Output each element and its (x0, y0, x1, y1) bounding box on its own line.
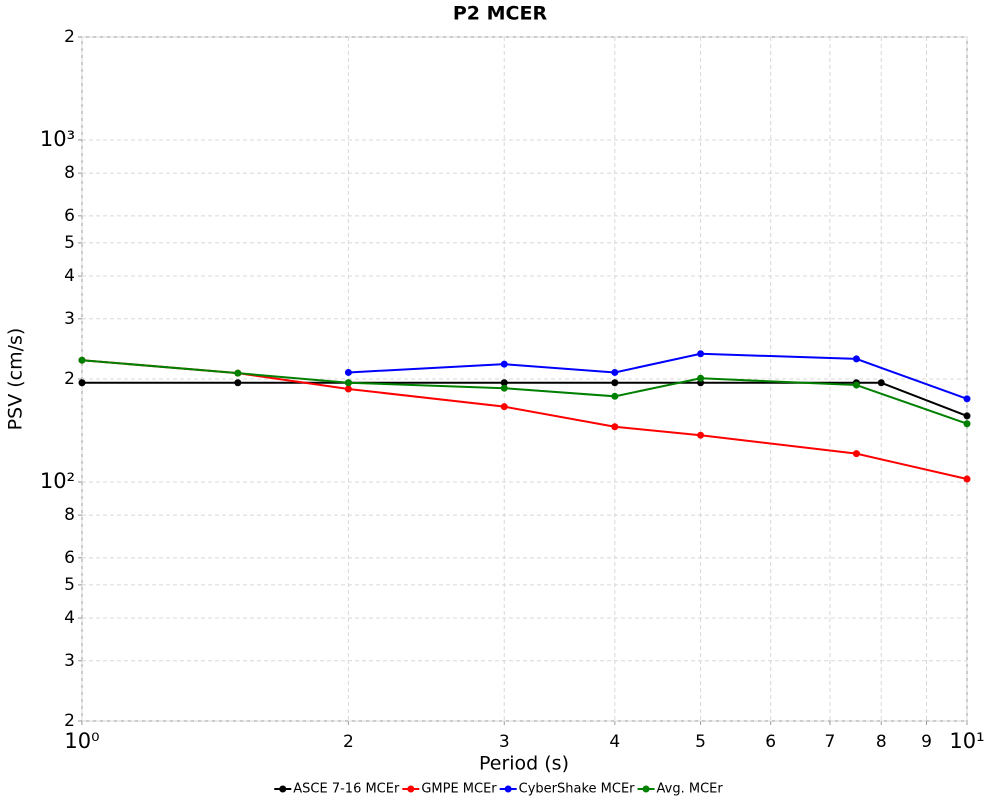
x-tick-label: 4 (609, 732, 620, 752)
x-tick-label: 3 (499, 732, 510, 752)
data-point (344, 385, 352, 393)
y-tick-label: 2 (64, 27, 75, 47)
data-point (963, 412, 971, 420)
legend-swatch (279, 785, 287, 793)
legend-swatch (504, 785, 512, 793)
x-tick-label: 5 (695, 732, 706, 752)
data-point (500, 384, 508, 392)
data-point (611, 423, 619, 431)
legend-swatch (642, 785, 650, 793)
y-tick-label: 5 (64, 233, 75, 253)
data-point (852, 450, 860, 458)
y-tick-label: 3 (64, 651, 75, 671)
y-tick-label: 5 (64, 575, 75, 595)
data-point (852, 381, 860, 389)
data-point (963, 395, 971, 403)
series-line (81, 359, 968, 425)
data-point (78, 356, 86, 364)
data-point (611, 379, 619, 387)
y-axis-label: PSV (cm/s) (5, 328, 27, 431)
data-point (611, 392, 619, 400)
data-point (697, 350, 705, 358)
legend-label: CyberShake MCEr (519, 782, 636, 797)
data-point (963, 420, 971, 428)
y-tick-label: 4 (64, 608, 75, 628)
data-point (697, 374, 705, 382)
y-tick-label: 6 (64, 548, 75, 568)
x-tick-label: 2 (343, 732, 354, 752)
y-tick-label: 6 (64, 206, 75, 226)
legend-swatch (407, 785, 415, 793)
series-line (348, 352, 968, 400)
y-tick-label: 8 (64, 163, 75, 183)
x-tick-label: 8 (876, 732, 887, 752)
y-tick-label: 4 (64, 266, 75, 286)
legend-label: GMPE MCEr (421, 782, 497, 797)
x-tick-label: 10¹ (949, 729, 984, 753)
data-point (697, 431, 705, 439)
y-tick-label: 2 (64, 369, 75, 389)
data-point (852, 355, 860, 363)
data-point (344, 368, 352, 376)
x-tick-label: 10⁰ (64, 729, 99, 753)
x-tick-label: 7 (824, 732, 835, 752)
y-tick-label: 10³ (40, 127, 75, 151)
y-tick-label: 10² (40, 469, 75, 493)
x-tick-label: 6 (765, 732, 776, 752)
data-point (500, 360, 508, 368)
legend-label: Avg. MCEr (657, 782, 724, 797)
data-point (344, 379, 352, 387)
data-point (78, 379, 86, 387)
data-point (234, 379, 242, 387)
data-point (611, 368, 619, 376)
y-tick-label: 2 (64, 711, 75, 731)
x-tick-label: 9 (921, 732, 932, 752)
data-point (877, 379, 885, 387)
data-point (500, 379, 508, 387)
legend-label: ASCE 7-16 MCEr (293, 782, 400, 797)
chart-title: P2 MCER (453, 3, 548, 25)
y-tick-label: 3 (64, 309, 75, 329)
data-point (963, 475, 971, 483)
y-tick-label: 8 (64, 505, 75, 525)
x-axis-label: Period (s) (479, 753, 569, 775)
series-line (81, 359, 968, 480)
data-point (500, 403, 508, 411)
data-point (234, 369, 242, 377)
